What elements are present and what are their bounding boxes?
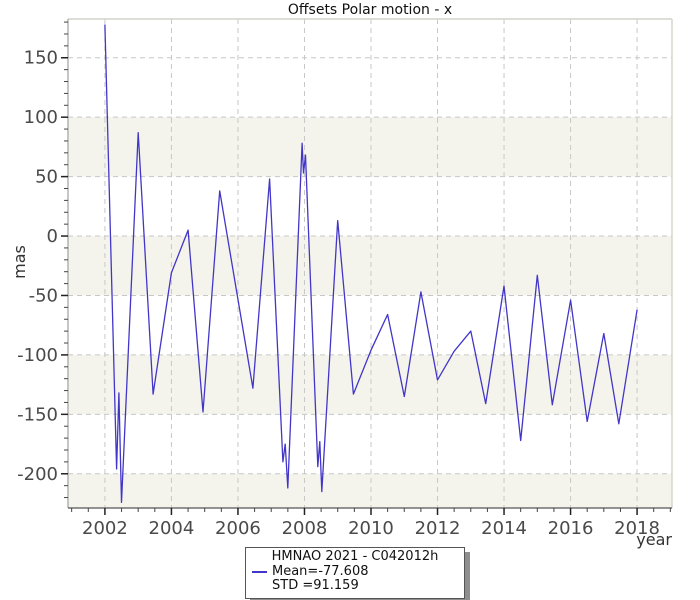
legend: HMNAO 2021 - C042012h Mean=-77.608 STD =… — [245, 547, 465, 599]
x-tick-label: 2014 — [481, 518, 527, 539]
y-tick-label: -50 — [29, 285, 58, 306]
x-tick-label: 2010 — [348, 518, 394, 539]
y-tick-label: -100 — [17, 345, 58, 366]
legend-line-marker — [252, 570, 267, 573]
x-tick-label: 2012 — [415, 518, 461, 539]
plot-band — [68, 473, 672, 508]
x-tick-label: 2004 — [149, 518, 195, 539]
x-tick-label: 2016 — [548, 518, 594, 539]
y-tick-label: 150 — [24, 48, 58, 69]
x-tick-label: 2008 — [282, 518, 328, 539]
y-tick-label: -200 — [17, 464, 58, 485]
plot-band — [68, 236, 672, 296]
plot-band — [68, 354, 672, 415]
plot-band — [68, 117, 672, 177]
y-tick-label: -150 — [17, 404, 58, 425]
legend-mean-value: Mean=-77.608 — [272, 563, 369, 579]
x-tick-label: 2006 — [215, 518, 261, 539]
legend-series-title: HMNAO 2021 - C042012h — [271, 549, 439, 564]
x-axis-label: year — [636, 530, 672, 549]
x-tick-label: 2002 — [82, 518, 128, 539]
legend-std-value: STD =91.159 — [272, 578, 359, 593]
y-tick-label: 100 — [24, 107, 58, 128]
x-tick-label: 2018 — [614, 518, 660, 539]
y-axis-label: mas — [10, 245, 29, 279]
chart-title: Offsets Polar motion - x — [287, 2, 453, 18]
y-tick-label: 50 — [35, 167, 58, 188]
data-line — [104, 24, 638, 503]
y-tick-label: 0 — [47, 226, 58, 247]
